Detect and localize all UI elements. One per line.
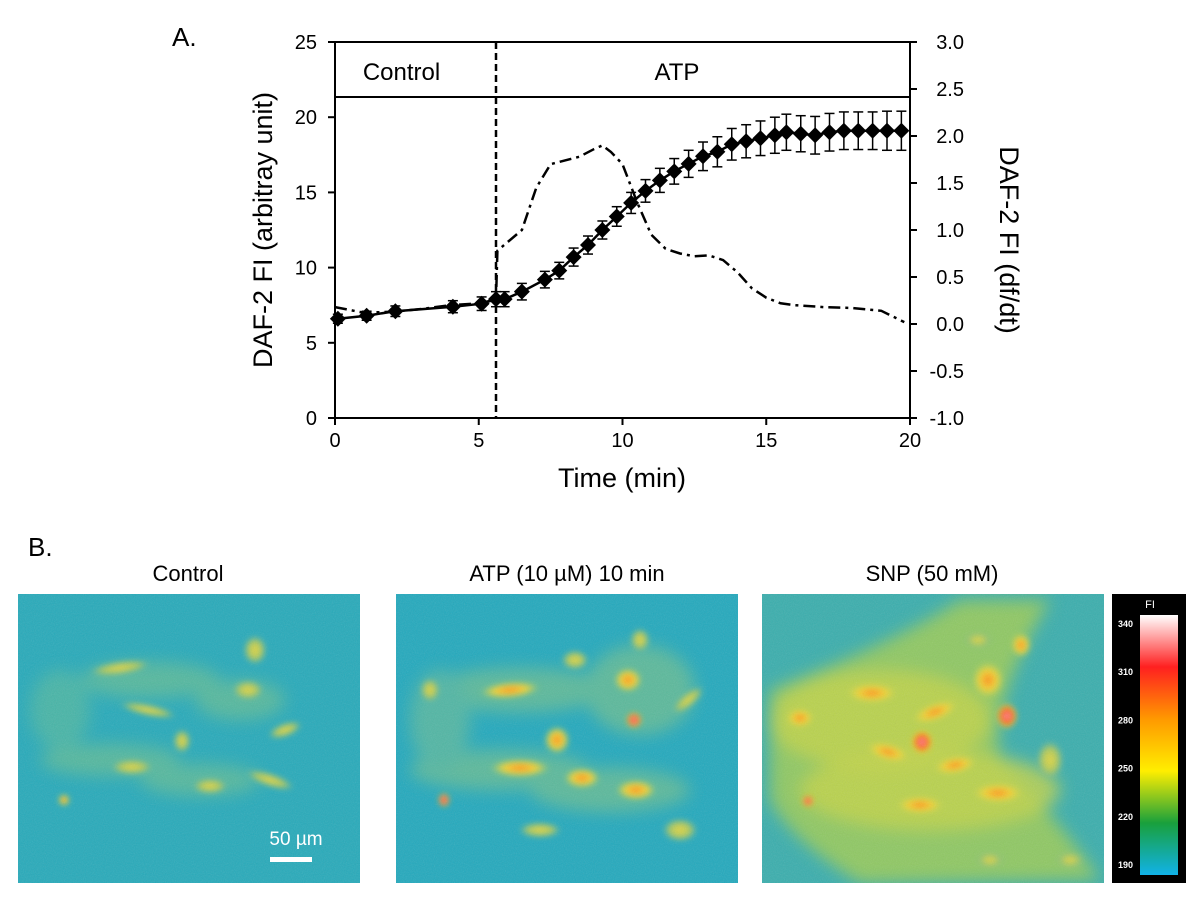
- data-point-diamond: [536, 271, 553, 288]
- phase-label-atp: ATP: [655, 59, 700, 86]
- data-point-diamond: [850, 122, 867, 139]
- data-point-diamond: [651, 172, 668, 189]
- x-tick-label: 0: [329, 430, 340, 452]
- data-point-diamond: [666, 163, 683, 180]
- data-point-diamond: [778, 124, 795, 141]
- series-line-daf2: [337, 129, 902, 320]
- data-point-diamond: [893, 122, 910, 139]
- data-point-diamond: [835, 122, 852, 139]
- colorbar-tick-label: 280: [1118, 715, 1133, 725]
- chart-area: Control ATP 0 5 10 15 20 0 5 10 15 20 25 -1.0 -0.5 0.…: [248, 32, 1024, 493]
- data-point-diamond: [623, 194, 640, 211]
- y2-tick-label: 1.5: [936, 173, 964, 195]
- colorbar: FI 340 310 280 250 220 190: [1112, 594, 1186, 883]
- data-point-diamond: [594, 222, 611, 238]
- tick-labels: 0 5 10 15 20 0 5 10 15 20 25 -1.0 -0.5 0.0 0.5 1.0 1.5 2.…: [295, 32, 964, 452]
- data-point-diamond: [473, 295, 490, 312]
- data-point-diamond: [752, 130, 769, 147]
- data-point-diamond: [496, 291, 513, 308]
- series-layer: [329, 110, 910, 327]
- data-point-diamond: [766, 127, 783, 144]
- colorbar-ticks: 340 310 280 250 220 190: [1118, 619, 1133, 870]
- x-tick-label: 5: [473, 430, 484, 452]
- plot-frame: [334, 41, 911, 419]
- data-point-diamond: [695, 148, 711, 165]
- image-title-snp: SNP (50 mM): [866, 561, 999, 586]
- data-point-diamond: [879, 122, 895, 139]
- y2-tick-label: 2.5: [936, 79, 964, 101]
- colorbar-tick-label: 220: [1118, 812, 1133, 822]
- data-point-diamond: [608, 208, 625, 225]
- y2-tick-label: -1.0: [930, 408, 964, 430]
- colorbar-tick-label: 190: [1118, 860, 1133, 870]
- y2-tick-label: -0.5: [930, 361, 964, 383]
- image-title-atp: ATP (10 µM) 10 min: [469, 561, 664, 586]
- y2-tick-label: 1.0: [936, 220, 964, 242]
- micrograph-atp: [396, 594, 738, 883]
- colorbar-gradient: [1140, 615, 1178, 875]
- phase-label-control: Control: [363, 59, 440, 86]
- y-tick-label: 15: [295, 182, 317, 204]
- data-point-diamond: [551, 262, 568, 279]
- data-point-diamond: [864, 122, 881, 139]
- data-point-diamond: [580, 237, 596, 254]
- panel-a-label: A.: [172, 22, 197, 52]
- axes: [328, 41, 917, 425]
- y-tick-label: 0: [306, 408, 317, 430]
- panel-b-label: B.: [28, 532, 53, 562]
- y-tick-label: 25: [295, 32, 317, 54]
- data-point-diamond: [821, 124, 838, 141]
- x-axis-title: Time (min): [558, 463, 686, 493]
- micrograph-control: [18, 594, 360, 883]
- x-tick-label: 10: [611, 430, 633, 452]
- data-point-diamond: [387, 303, 404, 320]
- data-point-diamond: [513, 283, 530, 300]
- data-point-diamond: [807, 127, 824, 144]
- x-tick-label: 15: [755, 430, 777, 452]
- data-point-diamond: [444, 298, 461, 315]
- data-point-diamond: [680, 155, 697, 172]
- data-point-diamond: [709, 143, 726, 160]
- colorbar-tick-label: 340: [1118, 619, 1133, 629]
- image-title-control: Control: [153, 561, 224, 586]
- data-point-diamond: [488, 291, 504, 308]
- y-tick-label: 10: [295, 258, 317, 280]
- y2-tick-label: 3.0: [936, 32, 964, 54]
- colorbar-title: FI: [1145, 599, 1155, 611]
- data-point-diamond: [358, 307, 375, 324]
- y2-tick-label: 2.0: [936, 126, 964, 148]
- series-line-df-dt: [334, 143, 905, 324]
- data-point-diamond: [637, 182, 654, 199]
- data-point-diamond: [723, 136, 740, 153]
- data-point-diamond: [329, 310, 346, 327]
- colorbar-tick-label: 310: [1118, 667, 1133, 677]
- data-point-diamond: [565, 249, 582, 266]
- phase-annotations: Control ATP: [363, 59, 700, 86]
- scale-bar: [270, 857, 312, 862]
- y2-tick-label: 0.5: [936, 267, 964, 289]
- scale-bar-label: 50 µm: [269, 829, 322, 850]
- y-tick-label: 20: [295, 107, 317, 129]
- micrograph-snp: [762, 594, 1104, 883]
- colorbar-tick-label: 250: [1118, 764, 1133, 774]
- y2-tick-label: 0.0: [936, 314, 964, 336]
- data-point-diamond: [792, 125, 809, 142]
- y-tick-label: 5: [306, 333, 317, 355]
- x-tick-label: 20: [899, 430, 921, 452]
- data-point-diamond: [738, 133, 755, 150]
- y2-axis-title: DAF-2 FI (df/dt): [994, 146, 1024, 334]
- y-axis-title: DAF-2 FI (arbitray unit): [248, 92, 278, 368]
